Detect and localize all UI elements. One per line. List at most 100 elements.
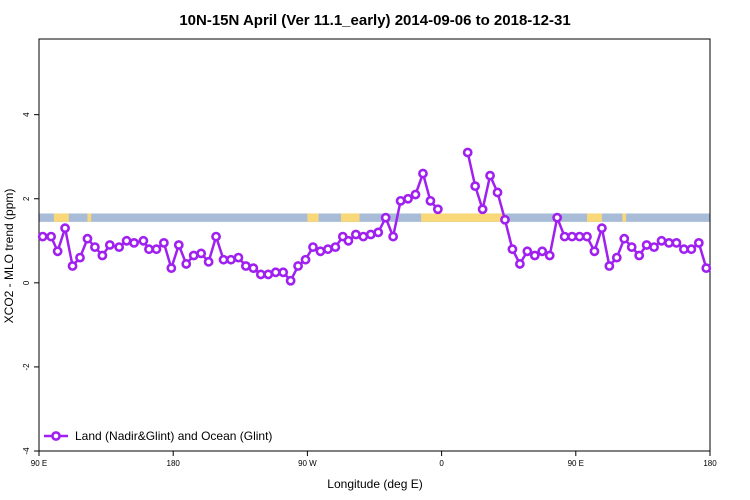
data-point [611, 252, 622, 263]
data-point [270, 267, 281, 278]
data-point [529, 250, 540, 261]
land-segment [307, 213, 319, 222]
data-point [114, 242, 125, 253]
y-tick-label: -2 [22, 363, 31, 371]
land-segment [340, 213, 360, 222]
data-point [278, 267, 289, 278]
data-point [60, 223, 70, 234]
data-point [634, 250, 645, 261]
data-point [121, 235, 132, 246]
data-point [151, 244, 162, 255]
y-tick-label: 2 [22, 196, 31, 201]
data-point [343, 235, 354, 246]
data-point [181, 259, 192, 269]
data-point [75, 252, 85, 263]
data-point [203, 256, 214, 267]
data-point [522, 246, 533, 257]
x-tick-label: 180 [703, 459, 717, 468]
data-point [173, 240, 184, 250]
data-point [589, 246, 600, 257]
surface-band [39, 213, 710, 222]
data-point [649, 242, 659, 253]
data-point [425, 195, 436, 206]
data-point [582, 231, 592, 242]
land-segment [622, 213, 627, 222]
data-point [188, 250, 199, 261]
data-point [485, 170, 495, 181]
x-tick-label: 180 [167, 459, 181, 468]
data-point [263, 269, 274, 280]
ocean-band [39, 213, 710, 222]
data-point [626, 242, 637, 253]
data-point [500, 214, 510, 225]
data-point [574, 231, 585, 242]
data-point [410, 189, 421, 200]
x-tick-label: 90 E [31, 459, 47, 468]
data-point [395, 195, 406, 206]
data-point [358, 231, 369, 242]
data-point [82, 233, 93, 244]
data-point [544, 250, 555, 261]
data-point [138, 235, 149, 246]
data-point [233, 252, 244, 263]
data-point [514, 259, 525, 269]
data-point [477, 204, 488, 215]
data-point [664, 237, 674, 248]
chart-title: 10N-15N April (Ver 11.1_early) 2014-09-0… [179, 12, 570, 29]
data-point [218, 254, 229, 265]
data-point [285, 275, 296, 286]
data-point [619, 233, 630, 244]
data-point [158, 237, 169, 248]
x-tick-label: 90 E [568, 459, 584, 468]
data-point [462, 147, 473, 158]
data-point [492, 187, 503, 198]
series-layer [37, 147, 712, 286]
series-line [466, 152, 708, 269]
data-point [90, 242, 100, 253]
land-segment [586, 213, 602, 222]
data-point [679, 244, 689, 255]
data-point [67, 261, 78, 271]
legend-label: Land (Nadir&Glint) and Ocean (Glint) [75, 429, 272, 443]
legend-marker [51, 431, 61, 441]
data-point [432, 204, 443, 215]
data-point [293, 261, 303, 271]
x-axis-label: Longitude (deg E) [327, 477, 422, 491]
data-point [129, 237, 139, 248]
data-point [701, 263, 712, 274]
data-point [52, 246, 63, 257]
data-point [671, 237, 682, 248]
data-point [166, 263, 177, 274]
data-point [37, 231, 48, 242]
data-point [240, 261, 251, 271]
data-point [567, 231, 577, 242]
land-segment [53, 213, 69, 222]
data-point [144, 244, 154, 255]
data-point [559, 231, 570, 242]
data-point [248, 263, 259, 274]
legend: Land (Nadir&Glint) and Ocean (Glint) [44, 429, 272, 443]
series-line [42, 169, 439, 283]
data-point [350, 229, 361, 240]
data-point [470, 181, 481, 192]
y-tick-label: 0 [22, 280, 31, 285]
data-point [308, 242, 318, 253]
axes: 90 E 180 90 W 0 90 E 180 -4 -2 0 2 4 [22, 38, 717, 468]
data-point [604, 261, 615, 271]
plot-frame [38, 38, 711, 452]
land-segment [87, 213, 92, 222]
data-point [656, 235, 667, 246]
data-point [380, 212, 391, 223]
data-point [255, 269, 266, 280]
data-point [97, 250, 108, 261]
x-tick-label: 90 W [298, 459, 317, 468]
data-point [693, 237, 704, 248]
data-point [596, 223, 607, 234]
data-point [226, 254, 236, 265]
data-point [641, 240, 652, 250]
land-segment [421, 213, 505, 222]
y-axis-label: XCO2 - MLO trend (ppm) [2, 189, 16, 324]
data-point [211, 231, 221, 242]
data-point [507, 244, 518, 255]
